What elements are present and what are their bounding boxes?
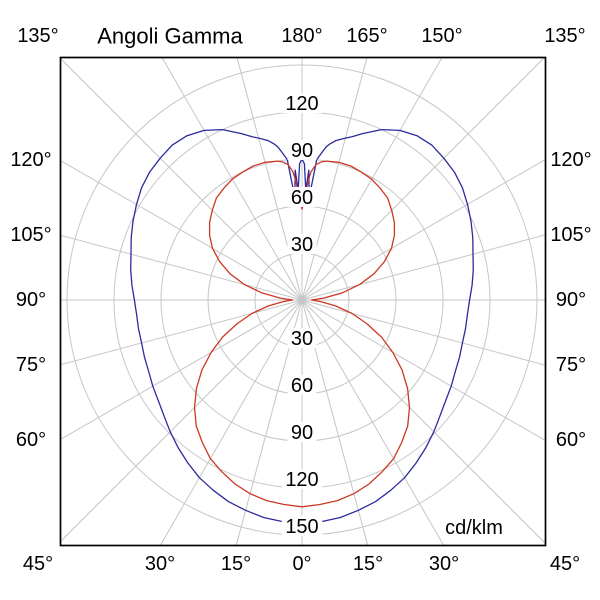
grid-spoke (301, 57, 546, 301)
unit-label: cd/klm (445, 517, 503, 539)
tick-label-bg (287, 234, 317, 254)
gamma-label-left: 60° (16, 429, 46, 451)
gamma-label-top: 150° (421, 25, 462, 47)
tick-label-bg (287, 140, 317, 160)
grid-spoke (60, 234, 303, 301)
gamma-label-bottom: 30° (145, 553, 175, 575)
grid-spoke (60, 299, 303, 441)
radial-tick-label: 120 (285, 469, 318, 491)
gamma-label-right: 60° (556, 429, 586, 451)
gamma-label-left: 75° (16, 354, 46, 376)
gamma-label-top-right: 135° (544, 25, 585, 47)
grid-spoke (301, 57, 368, 301)
grid-spoke (161, 57, 303, 301)
tick-label-bg (281, 93, 323, 113)
gamma-label-right: 120° (550, 149, 591, 171)
radial-tick-label: 30 (291, 328, 313, 350)
gamma-label-left: 120° (10, 149, 51, 171)
chart-title: Angoli Gamma (97, 24, 243, 49)
gamma-label-bottom: 15° (221, 553, 251, 575)
gamma-label-bottom-left: 45° (23, 553, 53, 575)
grid-spoke (60, 159, 303, 301)
gamma-label-left: 90° (16, 289, 46, 311)
radial-tick-label: 60 (291, 375, 313, 397)
grid-spoke (60, 57, 303, 301)
grid-spoke (301, 299, 369, 546)
plot-border (59, 56, 547, 547)
grid-spoke (60, 299, 303, 543)
radial-tick-label: 90 (291, 140, 313, 162)
radial-tick-label: 120 (285, 93, 318, 115)
grid-spoke (301, 234, 546, 301)
gamma-label-top: 180° (281, 25, 322, 47)
gamma-label-bottom-right: 45° (550, 553, 580, 575)
gamma-label-bottom: 15° (353, 553, 383, 575)
grid-spoke (235, 299, 303, 546)
grid-spoke (301, 57, 443, 301)
grid-spoke (159, 299, 303, 546)
grid-spoke (301, 299, 445, 546)
radial-tick-labels: 30 30 60 60 90 90 120 120 150 (281, 93, 323, 538)
curve-red (193, 160, 411, 508)
gamma-label-left: 105° (10, 224, 51, 246)
unit-label-group: cd/klm (441, 517, 507, 539)
gamma-label-right: 75° (556, 354, 586, 376)
radial-tick-label: 60 (291, 187, 313, 209)
radial-tick-label: 30 (291, 234, 313, 256)
grid-spoke (301, 299, 546, 366)
tick-label-bg (287, 187, 317, 207)
grid-spoke (236, 57, 303, 301)
grid-spoke (301, 299, 546, 442)
tick-label-bg (287, 375, 317, 395)
gamma-label-top: 165° (346, 25, 387, 47)
radial-tick-label: 150 (285, 516, 318, 538)
tick-label-bg (287, 422, 317, 442)
grid-spoke (301, 299, 546, 545)
gamma-label-right: 105° (550, 224, 591, 246)
gamma-label-bottom: 0° (292, 553, 311, 575)
outer-labels: Angoli Gamma 135° 135° 180° 165° 150° 120° 120°… (10, 24, 591, 576)
radial-tick-label: 90 (291, 422, 313, 444)
tick-label-bg (281, 516, 323, 536)
tick-label-bg (281, 469, 323, 489)
unit-label-bg (441, 517, 507, 538)
grid-spoke (301, 158, 546, 301)
grid-spoke (60, 299, 303, 366)
gamma-label-right: 90° (556, 289, 586, 311)
tick-label-bg (287, 328, 317, 348)
gamma-label-bottom: 30° (429, 553, 459, 575)
gamma-label-top-left: 135° (17, 25, 58, 47)
